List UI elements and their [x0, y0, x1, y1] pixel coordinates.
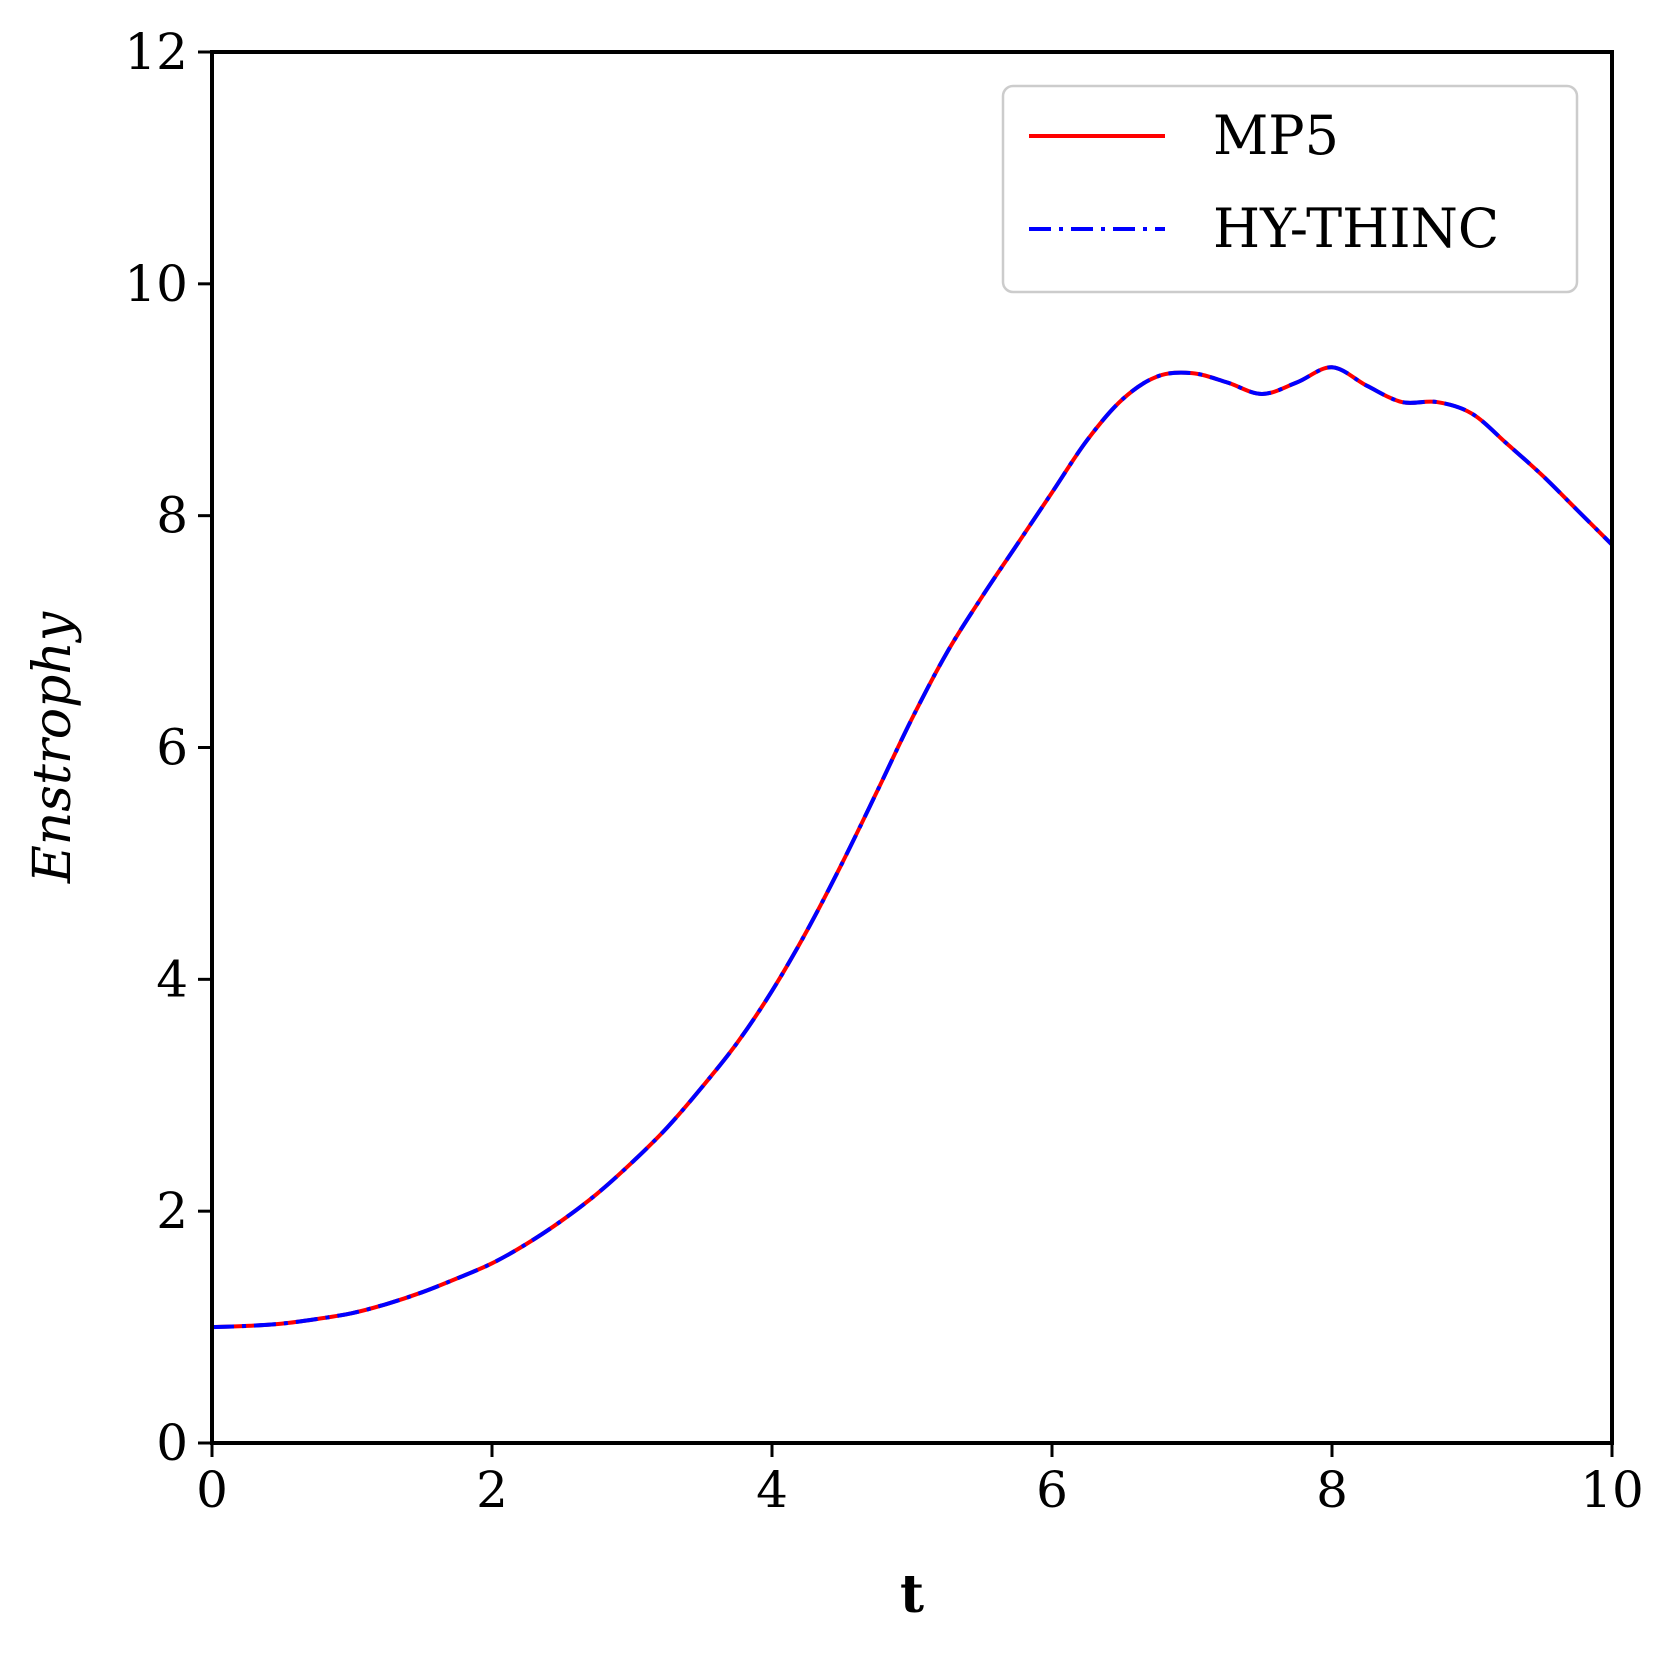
- x-tick-label: 4: [756, 1461, 788, 1519]
- x-tick-label: 0: [196, 1461, 228, 1519]
- y-tick-label: 6: [156, 719, 188, 777]
- y-tick-label: 12: [124, 23, 188, 81]
- y-tick-label: 10: [124, 255, 188, 313]
- legend: MP5 HY-THINC: [1001, 84, 1579, 294]
- y-tick-label: 2: [156, 1182, 188, 1240]
- x-axis-label: t: [900, 1564, 924, 1625]
- y-axis-label: Enstrophy: [23, 611, 83, 884]
- series-line-mp5: [211, 365, 1614, 1330]
- ticks-layer: 0 2 4 6 8 10 0 2 4 6 8 10 12: [124, 23, 1643, 1519]
- series-line-hy-thinc: [211, 365, 1614, 1330]
- x-tick-label: 8: [1316, 1461, 1348, 1519]
- legend-label: MP5: [1213, 104, 1339, 167]
- legend-label: HY-THINC: [1213, 197, 1499, 260]
- y-tick-label: 4: [156, 950, 188, 1008]
- x-tick-label: 10: [1580, 1461, 1644, 1519]
- y-tick-label: 0: [156, 1414, 188, 1472]
- y-tick-label: 8: [156, 487, 188, 545]
- series-layer: [211, 365, 1614, 1330]
- x-tick-label: 2: [476, 1461, 508, 1519]
- x-tick-label: 6: [1036, 1461, 1068, 1519]
- plot-frame: [210, 50, 1614, 1445]
